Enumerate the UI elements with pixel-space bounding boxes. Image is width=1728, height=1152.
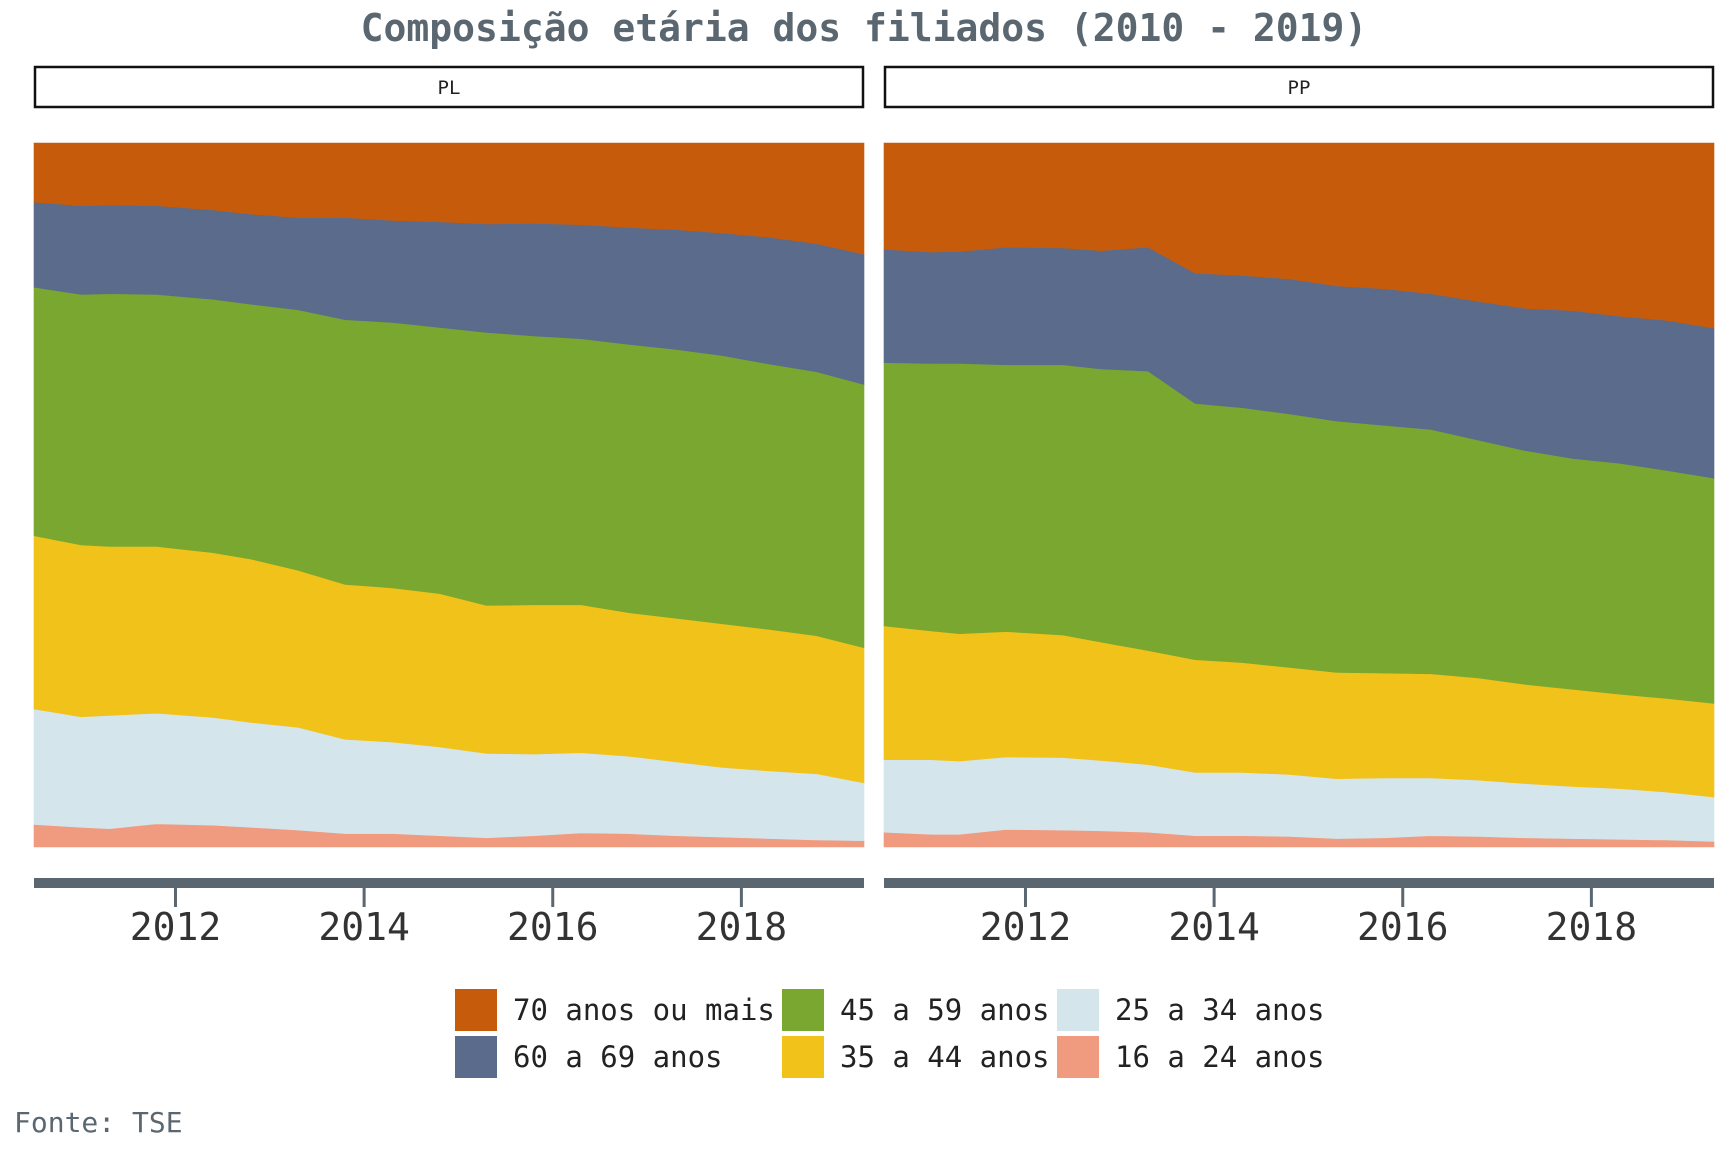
legend-item-60-a-69-anos: 60 a 69 anos xyxy=(455,1035,723,1079)
x-tick-label-pl-2018: 2018 xyxy=(696,905,788,949)
area-pp-70-anos-ou-mais xyxy=(883,142,1715,329)
panel-label-pl: PL xyxy=(438,77,461,99)
legend-label-60-a-69-anos: 60 a 69 anos xyxy=(513,1040,723,1074)
legend-label-45-a-59-anos: 45 a 59 anos xyxy=(840,993,1050,1027)
legend-swatch-25-a-34-anos xyxy=(1057,989,1099,1031)
legend-swatch-70-anos-ou-mais xyxy=(455,989,497,1031)
legend-label-16-a-24-anos: 16 a 24 anos xyxy=(1115,1040,1325,1074)
x-tick-label-pp-2014: 2014 xyxy=(1168,905,1260,949)
legend-item-16-a-24-anos: 16 a 24 anos xyxy=(1057,1035,1325,1079)
legend-label-25-a-34-anos: 25 a 34 anos xyxy=(1115,993,1325,1027)
legend-swatch-45-a-59-anos xyxy=(782,989,824,1031)
source-note: Fonte: TSE xyxy=(14,1106,183,1139)
legend: 70 anos ou mais 60 a 69 anos 45 a 59 anos 3… xyxy=(455,988,1335,1084)
x-tick-label-pl-2012: 2012 xyxy=(130,905,222,949)
legend-label-70-anos-ou-mais: 70 anos ou mais xyxy=(513,993,775,1027)
panel-label-pp: PP xyxy=(1288,77,1311,99)
legend-label-35-a-44-anos: 35 a 44 anos xyxy=(840,1040,1050,1074)
x-tick-label-pp-2016: 2016 xyxy=(1357,905,1449,949)
legend-item-25-a-34-anos: 25 a 34 anos xyxy=(1057,988,1325,1032)
x-tick-label-pp-2012: 2012 xyxy=(980,905,1072,949)
chart-title: Composição etária dos filiados (2010 - 2… xyxy=(360,6,1368,50)
x-tick-label-pl-2014: 2014 xyxy=(318,905,410,949)
legend-swatch-16-a-24-anos xyxy=(1057,1036,1099,1078)
x-tick-label-pp-2018: 2018 xyxy=(1546,905,1638,949)
area-pl-70-anos-ou-mais xyxy=(33,142,865,255)
legend-swatch-35-a-44-anos xyxy=(782,1036,824,1078)
legend-item-45-a-59-anos: 45 a 59 anos xyxy=(782,988,1050,1032)
legend-swatch-60-a-69-anos xyxy=(455,1036,497,1078)
legend-item-35-a-44-anos: 35 a 44 anos xyxy=(782,1035,1050,1079)
legend-item-70-anos-ou-mais: 70 anos ou mais xyxy=(455,988,775,1032)
panel-strip-pl xyxy=(33,65,865,109)
panel-strip-pp xyxy=(883,65,1715,109)
x-tick-label-pl-2016: 2016 xyxy=(507,905,599,949)
